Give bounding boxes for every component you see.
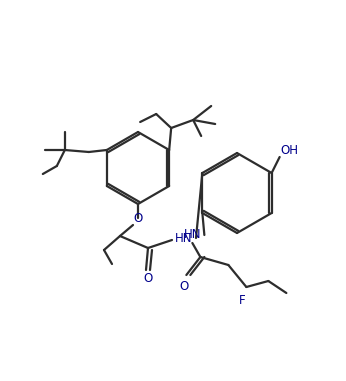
Text: O: O [143, 272, 153, 285]
Text: HN: HN [184, 229, 201, 242]
Text: O: O [180, 280, 189, 293]
Text: O: O [133, 211, 143, 224]
Text: F: F [239, 295, 246, 307]
Text: HN: HN [175, 232, 193, 245]
Text: OH: OH [281, 144, 299, 157]
